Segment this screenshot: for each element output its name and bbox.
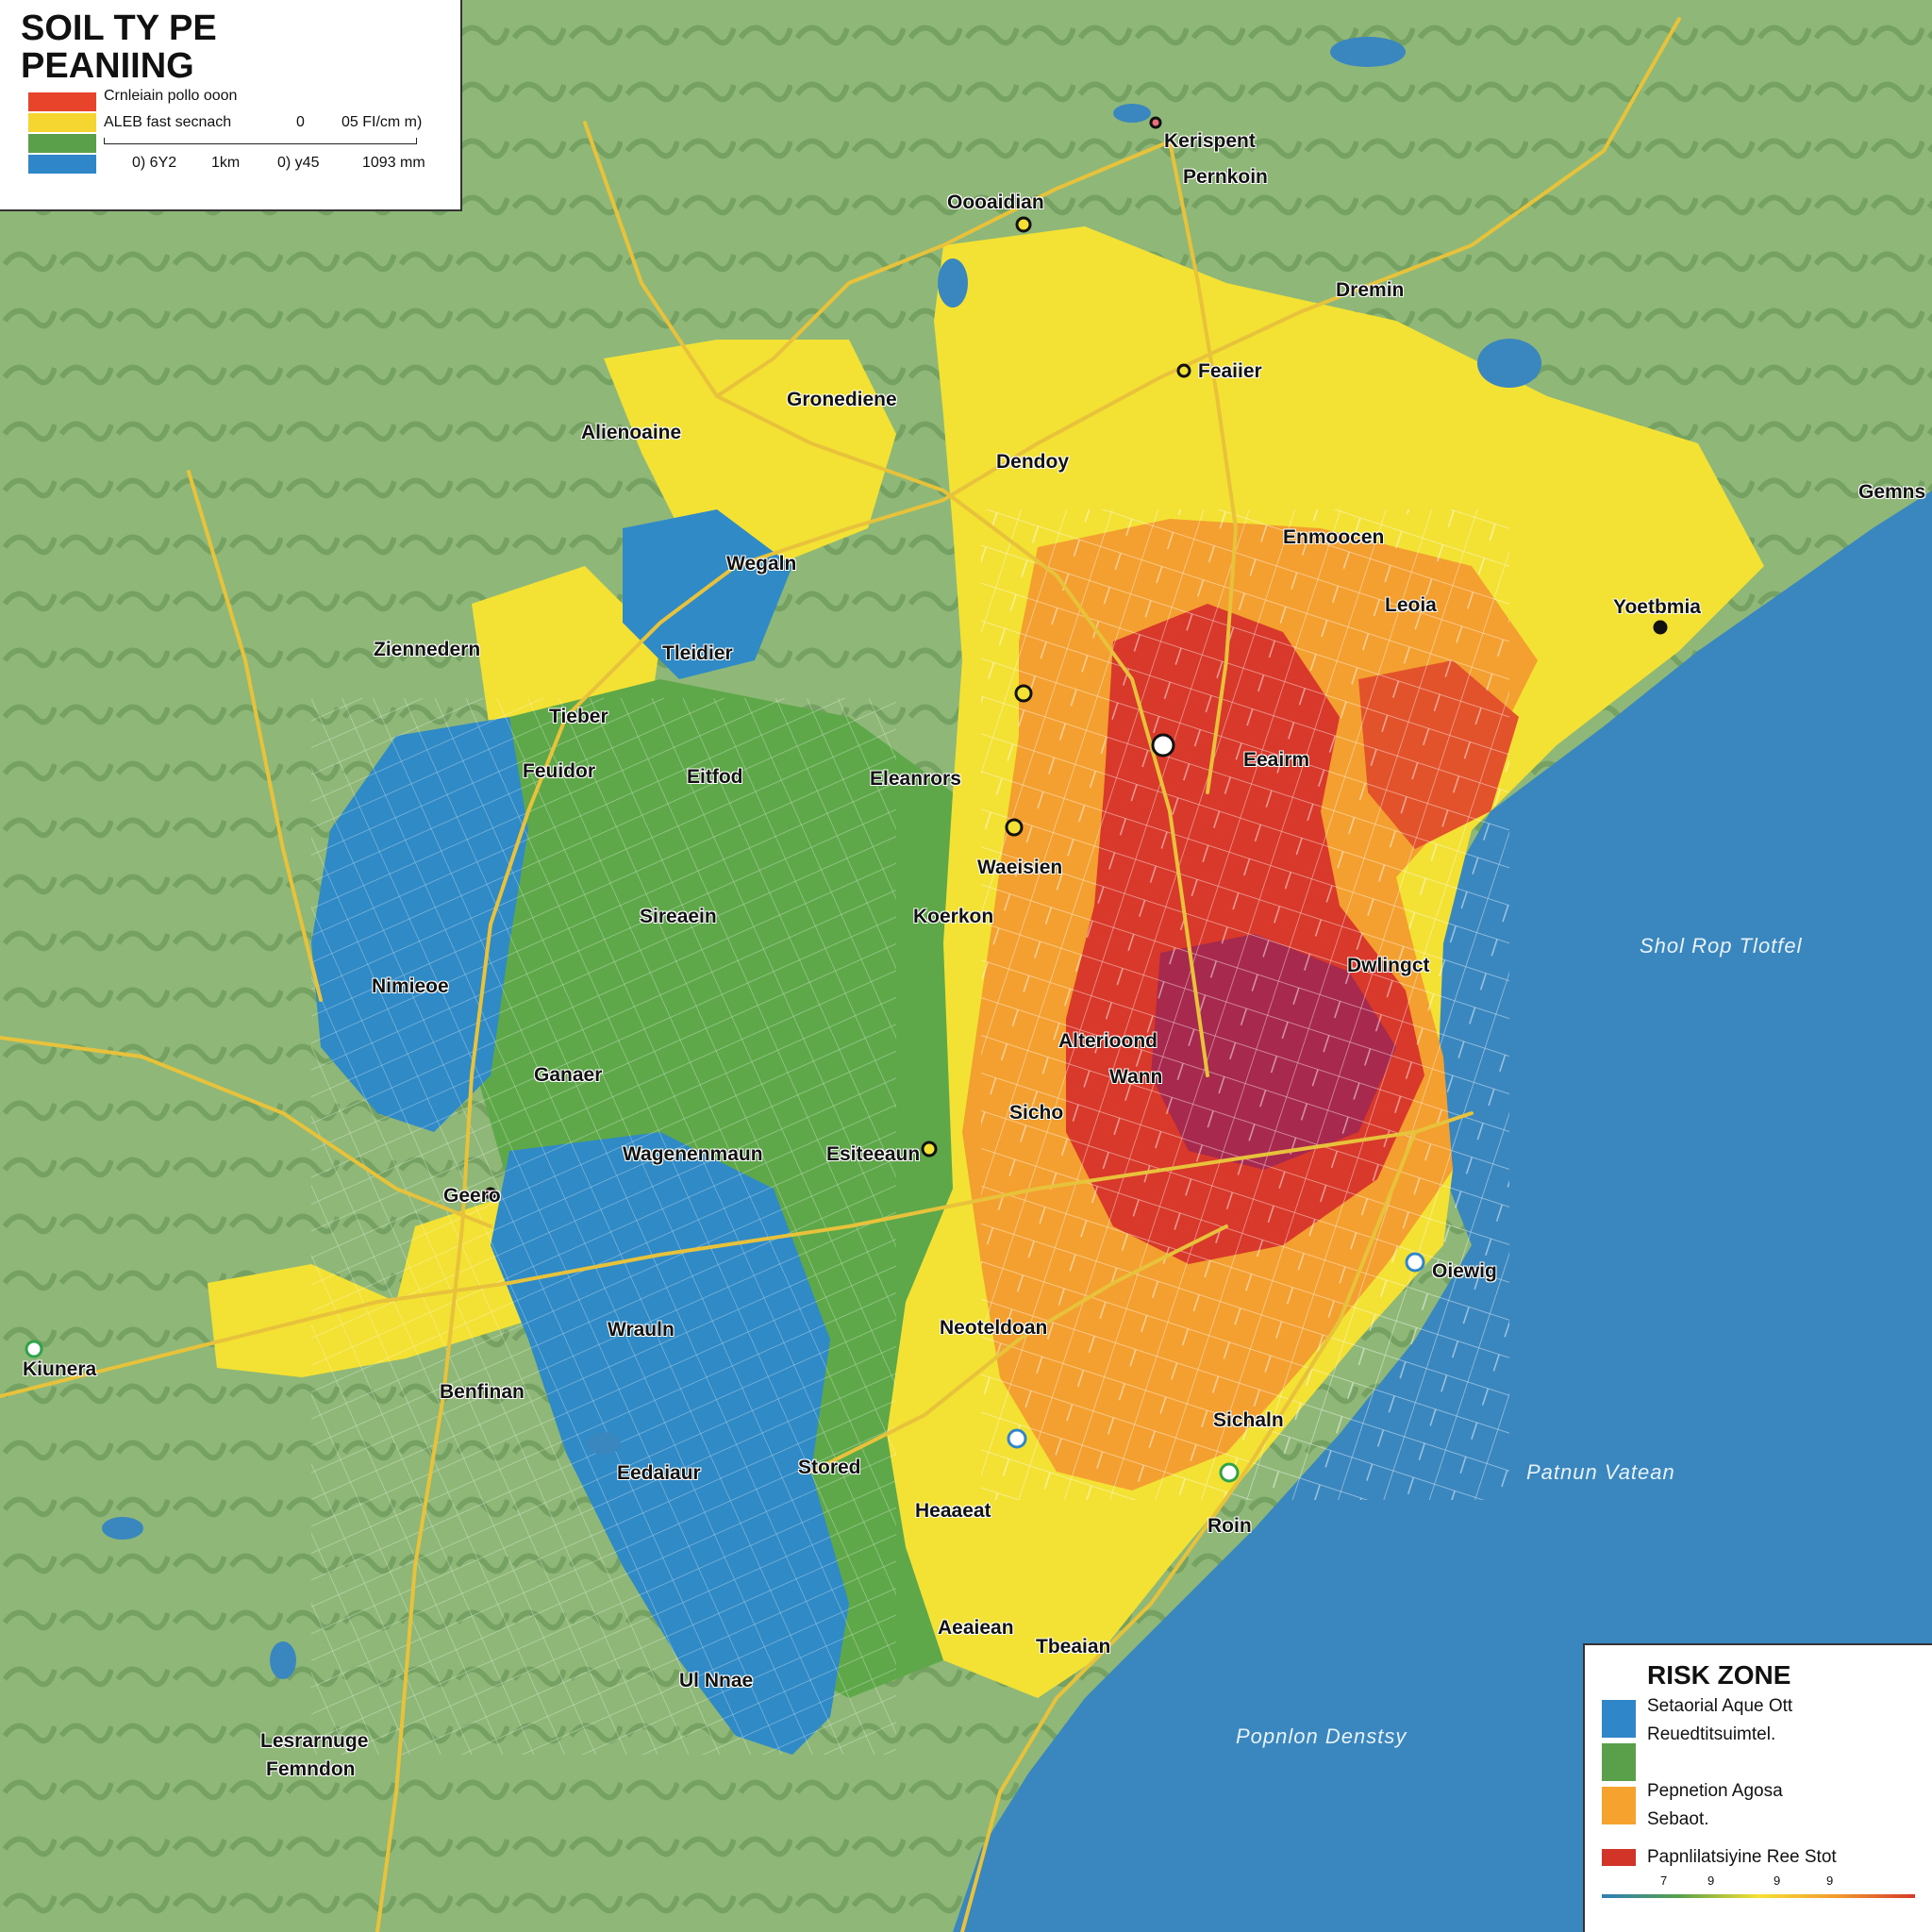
place-label[interactable]: Ziennedern — [374, 639, 481, 660]
scale-top-left: 0 — [296, 114, 305, 130]
place-label[interactable]: Sichaln — [1213, 1409, 1284, 1431]
risk-entry-4: Sebaot. — [1647, 1809, 1709, 1829]
zone-blue-north — [623, 509, 792, 679]
legend-title: SOIL TY PE PEANIING — [21, 8, 217, 86]
place-label[interactable]: Stored — [798, 1457, 861, 1478]
ramp-tick-2: 9 — [1707, 1874, 1715, 1888]
place-label[interactable]: Feaiier — [1198, 360, 1262, 382]
soil-type-legend: SOIL TY PE PEANIING Crnleiain pollo ooon… — [0, 0, 462, 211]
scale-bar — [104, 138, 417, 144]
zone-yellow-west — [604, 340, 896, 566]
risk-entry-3: Pepnetion Agosa — [1647, 1781, 1783, 1801]
risk-swatch-red — [1602, 1849, 1636, 1866]
risk-swatch-orange — [1602, 1787, 1636, 1824]
place-label[interactable]: Sicho — [1009, 1102, 1064, 1124]
place-label[interactable]: Kerispent — [1164, 130, 1256, 152]
place-label[interactable]: Dwlingct — [1347, 955, 1430, 976]
scale-tick-2: 1km — [211, 155, 241, 171]
place-label[interactable]: Wrauln — [608, 1319, 675, 1341]
sea — [953, 491, 1932, 1932]
place-label[interactable]: Enmoocen — [1283, 526, 1385, 548]
legend-swatch-blue — [28, 155, 96, 174]
risk-entry-2: Reuedtitsuimtel. — [1647, 1724, 1776, 1744]
place-label[interactable]: Eleanrors — [870, 768, 961, 790]
place-label[interactable]: Leoia — [1385, 594, 1437, 616]
place-label[interactable]: Gemns — [1858, 481, 1926, 503]
place-label[interactable]: Femndon — [266, 1758, 356, 1780]
place-label[interactable]: Geero — [443, 1185, 501, 1207]
place-label[interactable]: Aeaiean — [938, 1617, 1014, 1639]
roads — [0, 17, 1681, 1932]
place-label[interactable]: Dremin — [1336, 279, 1405, 301]
lakes — [102, 37, 1541, 1679]
scale-tick-4: 1093 mm — [362, 155, 425, 171]
place-label[interactable]: Alterioond — [1058, 1030, 1158, 1052]
risk-entry-1: Setaorial Aque Ott — [1647, 1696, 1793, 1716]
place-label[interactable]: Heaaeat — [915, 1500, 991, 1522]
place-label[interactable]: Kiunera — [23, 1358, 97, 1380]
risk-swatch-blue — [1602, 1700, 1636, 1738]
place-label[interactable]: Eitfod — [687, 766, 743, 788]
place-label[interactable]: Wegaln — [726, 553, 797, 575]
place-label[interactable]: Pernkoin — [1183, 166, 1268, 188]
risk-legend-title: RISK ZONE — [1647, 1660, 1791, 1690]
place-label[interactable]: Koerkon — [913, 906, 994, 927]
legend-entry-1: Crnleiain pollo ooon — [104, 88, 238, 104]
place-label[interactable]: Neoteldoan — [940, 1317, 1048, 1339]
place-label[interactable]: Tbeaian — [1036, 1636, 1111, 1657]
risk-color-ramp — [1602, 1894, 1915, 1898]
city-markers — [25, 116, 1668, 1483]
place-label[interactable]: Wagenenmaun — [623, 1143, 763, 1165]
risk-zone-legend: RISK ZONE Setaorial Aque Ott Reuedtitsui… — [1583, 1643, 1932, 1932]
place-label[interactable]: Alienoaine — [581, 422, 682, 443]
place-label[interactable]: Oiewig — [1432, 1260, 1497, 1282]
place-label[interactable]: Tieber — [549, 706, 608, 727]
place-label[interactable]: Gronediene — [787, 389, 897, 410]
place-label[interactable]: Feuidor — [523, 760, 595, 782]
place-label[interactable]: Eedaiaur — [617, 1462, 701, 1484]
place-label[interactable]: Lesrarnuge — [260, 1730, 369, 1752]
scale-tick-3: 0) y45 — [277, 155, 320, 171]
place-label[interactable]: Waeisien — [977, 857, 1063, 878]
water-label-2: Patnun Vatean — [1526, 1460, 1675, 1484]
water-label-1: Shol Rop Tlotfel — [1640, 934, 1803, 958]
place-label[interactable]: Wann — [1109, 1066, 1163, 1088]
place-label[interactable]: Ganaer — [534, 1064, 603, 1086]
ramp-tick-1: 7 — [1660, 1874, 1668, 1888]
scale-top-right: 05 FI/cm m) — [341, 114, 423, 130]
scale-tick-1: 0) 6Y2 — [132, 155, 177, 171]
place-label[interactable]: Sireaein — [640, 906, 717, 927]
legend-swatch-yellow — [28, 113, 96, 132]
place-label[interactable]: Yoetbmia — [1613, 596, 1701, 618]
ramp-tick-4: 9 — [1826, 1874, 1834, 1888]
parcel-grid-west — [311, 698, 896, 1755]
place-label[interactable]: Ul Nnae — [679, 1670, 754, 1691]
place-label[interactable]: Dendoy — [996, 451, 1070, 473]
legend-entry-2: ALEB fast secnach — [104, 114, 232, 130]
place-label[interactable]: Nimieoe — [372, 975, 449, 997]
ramp-tick-3: 9 — [1774, 1874, 1781, 1888]
place-label[interactable]: Benfinan — [440, 1381, 525, 1403]
place-label[interactable]: Oooaidian — [947, 192, 1044, 213]
parcel-grid-urban — [981, 509, 1509, 1500]
place-label[interactable]: Roin — [1208, 1515, 1252, 1537]
place-label[interactable]: Eeairm — [1243, 749, 1310, 771]
legend-swatch-red — [28, 92, 96, 111]
place-label[interactable]: Tleidier — [662, 642, 733, 664]
legend-swatch-green — [28, 134, 96, 153]
risk-swatch-green — [1602, 1743, 1636, 1781]
risk-entry-5: Papnlilatsiyine Ree Stot — [1647, 1847, 1837, 1867]
water-label-3: Popnlon Denstsy — [1236, 1724, 1407, 1748]
place-label[interactable]: Esiteeaun — [826, 1143, 921, 1165]
